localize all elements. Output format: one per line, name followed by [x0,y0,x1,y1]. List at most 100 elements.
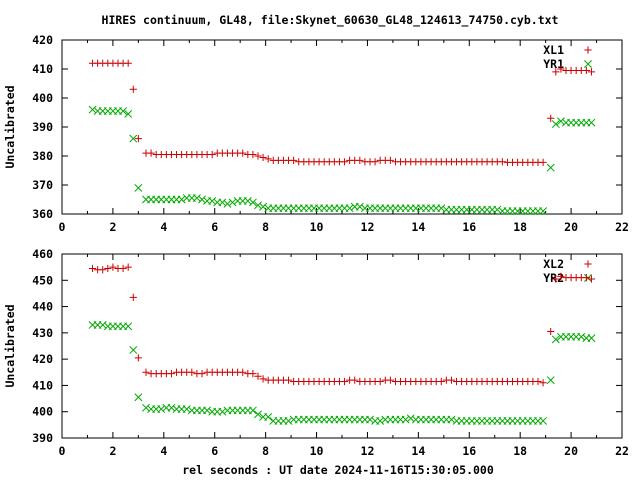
data-point [401,415,410,424]
data-point [582,274,590,282]
data-point [142,403,150,412]
data-point [134,354,142,362]
data-point [177,195,186,204]
y-tick-label: 380 [32,149,53,163]
data-point [109,263,117,271]
x-tick-label: 16 [462,444,476,458]
data-point [557,65,565,73]
data-point [546,163,555,172]
data-point [587,68,596,76]
data-point [340,158,349,166]
y-tick-label: 420 [32,33,53,47]
data-point [259,202,268,211]
data-point [223,199,232,208]
data-point [243,196,252,205]
data-point [134,183,143,192]
data-point [551,120,560,129]
x-tick-label: 18 [513,444,527,458]
data-point [547,327,555,336]
data-point [124,59,132,67]
x-tick-label: 8 [262,444,269,458]
data-point [124,263,132,271]
x-tick-label: 22 [615,444,629,458]
data-point [228,198,237,207]
x-tick-label: 0 [59,220,66,234]
x-tick-label: 2 [109,444,116,458]
data-point [124,322,133,331]
legend-label: YR2 [543,271,564,285]
data-point [587,334,596,343]
data-point [248,406,257,415]
data-point [587,118,596,127]
y-tick-label: 400 [32,405,53,419]
data-point [587,275,596,283]
data-point [376,377,384,386]
x-tick-label: 18 [513,220,527,234]
x-tick-label: 10 [310,444,324,458]
data-point [552,275,560,283]
data-point [284,376,293,384]
y-tick-label: 390 [32,120,53,134]
data-point [259,375,267,383]
data-point [98,321,107,329]
data-point [351,376,359,384]
data-point [134,393,143,402]
data-point [198,195,206,204]
legend-marker [584,60,592,68]
data-point [129,345,138,354]
data-point [157,405,166,414]
data-point [493,205,502,214]
chart-title: HIRES continuum, GL48, file:Skynet_60630… [102,13,559,28]
data-point [218,407,227,416]
data-point [340,377,349,386]
data-point [539,207,548,216]
data-point [167,370,176,378]
data-point [406,414,415,423]
y-tick-label: 410 [32,378,53,392]
data-point [386,156,394,164]
data-point [534,377,542,386]
x-tick-label: 12 [361,220,375,234]
y-tick-label: 370 [32,178,53,192]
y-axis-label: Uncalibrated [3,304,17,387]
data-point [371,158,379,166]
x-tick-label: 14 [411,220,425,234]
data-point [129,293,137,301]
y-tick-label: 460 [32,247,53,261]
legend-marker [584,260,592,268]
x-tick-label: 2 [109,220,116,234]
chart-panel-2: Uncalibrated rel seconds : UT date 2024-1… [3,247,629,477]
x-tick-label: 16 [462,220,476,234]
data-point [88,264,97,273]
legend-label: XL1 [543,43,564,57]
plot-frame [61,39,623,215]
data-point [254,201,262,210]
data-point [366,415,374,424]
data-point [259,153,267,162]
data-point [284,416,293,425]
data-point [264,413,273,421]
data-point [254,152,262,160]
data-point [556,117,565,126]
data-point [546,376,555,385]
data-point [99,266,107,274]
data-point [248,198,257,207]
data-point [539,158,547,166]
y-tick-label: 360 [32,207,53,221]
x-tick-label: 20 [564,220,578,234]
data-point [88,105,97,114]
data-point [129,85,137,93]
data-point [208,150,216,159]
data-point [203,406,212,415]
data-point [182,405,191,414]
y-tick-label: 390 [32,431,53,445]
data-point [129,134,138,143]
data-point [124,109,133,118]
series-XL1 [88,59,596,166]
data-point [290,156,298,164]
data-point [147,149,155,157]
data-point [249,370,257,378]
data-point [582,66,590,75]
data-point [192,194,201,203]
data-point [447,415,456,424]
